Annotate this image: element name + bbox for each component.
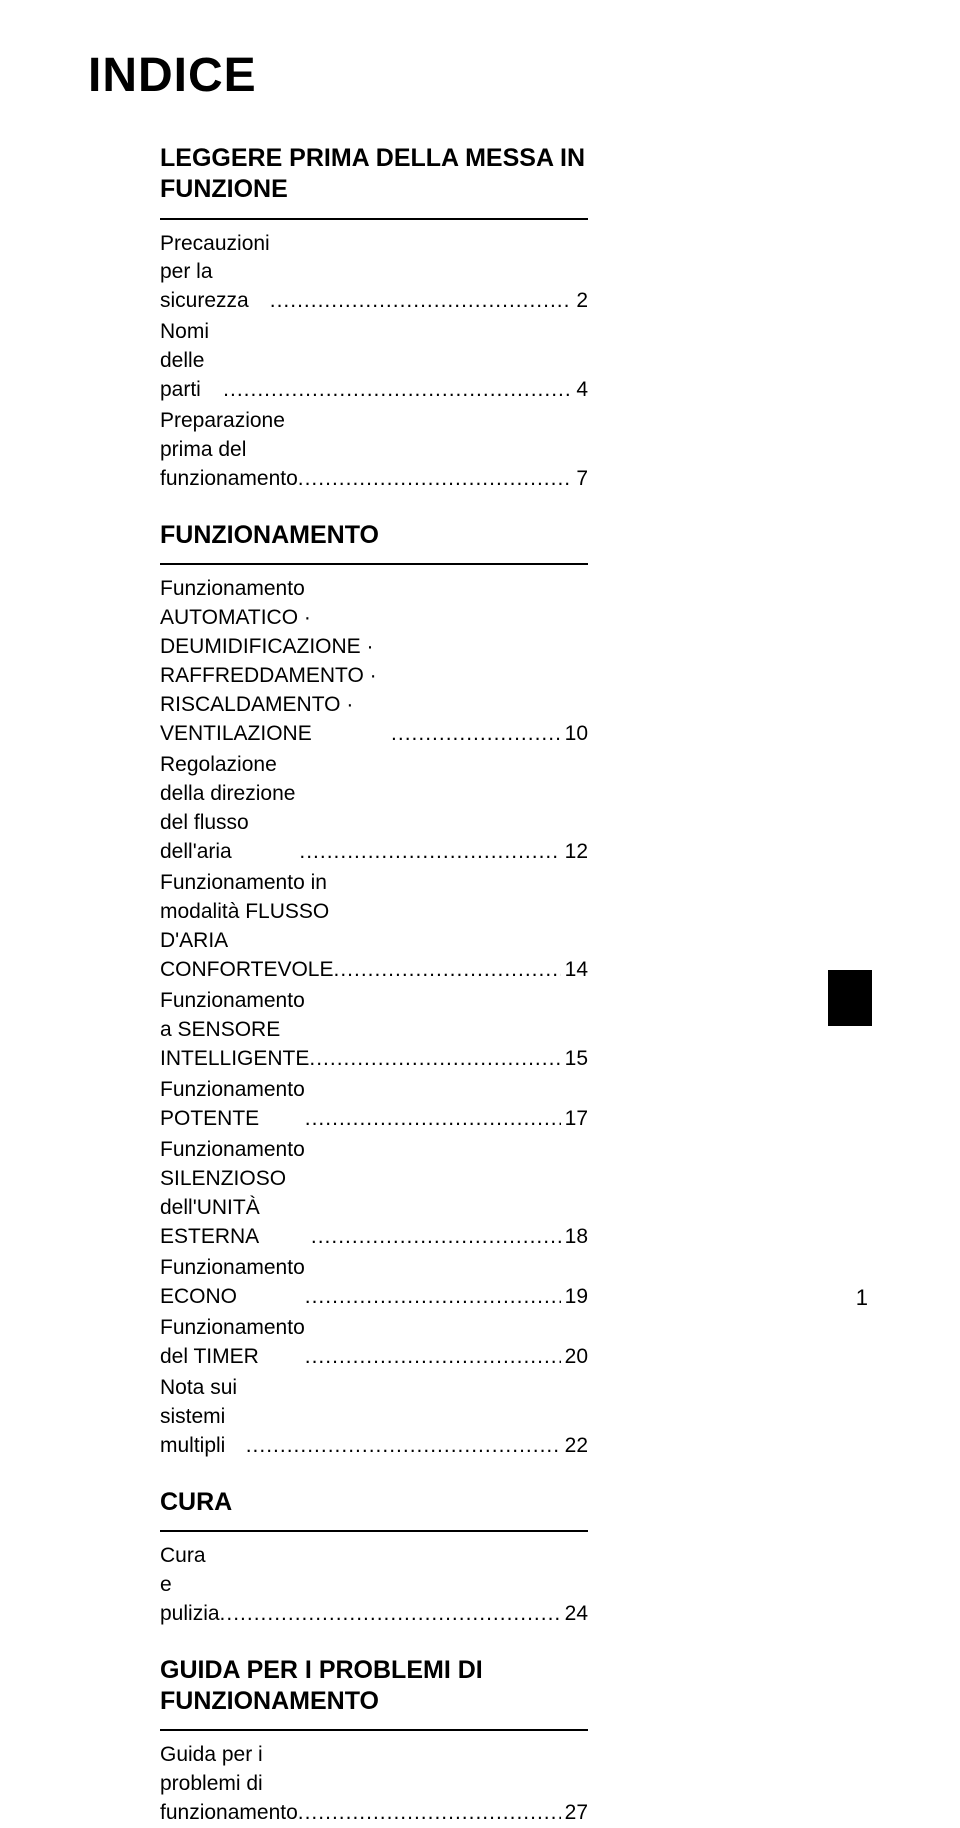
toc-leader: [299, 838, 560, 867]
toc-entry: Preparazione prima del funzionamento 7: [160, 407, 588, 494]
toc-page: 7: [572, 465, 588, 494]
toc-page: 15: [561, 1045, 588, 1074]
toc-entry: Funzionamento SILENZIOSO dell'UNITÀ ESTE…: [160, 1136, 588, 1252]
section-heading: GUIDA PER I PROBLEMI DI FUNZIONAMENTO: [160, 1655, 588, 1718]
toc-label: Funzionamento a SENSORE INTELLIGENTE: [160, 987, 309, 1074]
toc-label: Guida per i problemi di funzionamento: [160, 1741, 298, 1828]
toc-entry: Cura e pulizia 24: [160, 1542, 588, 1629]
toc-label: Funzionamento in modalità FLUSSO D'ARIA …: [160, 869, 333, 985]
page-tab-marker: [828, 970, 872, 1026]
toc-leader: [333, 956, 560, 985]
toc-page: 22: [561, 1432, 588, 1461]
section-rule: [160, 1530, 588, 1532]
toc-leader: [270, 287, 573, 316]
section-heading: LEGGERE PRIMA DELLA MESSA IN FUNZIONE: [160, 143, 588, 206]
toc-page: 10: [561, 720, 588, 749]
toc-leader: [298, 465, 573, 494]
toc-leader: [223, 376, 572, 405]
toc-column: LEGGERE PRIMA DELLA MESSA IN FUNZIONE Pr…: [160, 143, 588, 1828]
section-heading: CURA: [160, 1487, 588, 1518]
section-heading: FUNZIONAMENTO: [160, 520, 588, 551]
toc-leader: [220, 1600, 561, 1629]
toc-label: Cura e pulizia: [160, 1542, 220, 1629]
toc-label: Regolazione della direzione del flusso d…: [160, 751, 299, 867]
toc-entry: Funzionamento in modalità FLUSSO D'ARIA …: [160, 869, 588, 985]
toc-page: 17: [561, 1105, 588, 1134]
toc-page: 19: [561, 1283, 588, 1312]
toc-leader: [305, 1343, 561, 1372]
toc-page: 20: [561, 1343, 588, 1372]
toc-label: Funzionamento SILENZIOSO dell'UNITÀ ESTE…: [160, 1136, 311, 1252]
toc-entry: Regolazione della direzione del flusso d…: [160, 751, 588, 867]
section-rule: [160, 218, 588, 220]
toc-page: 27: [561, 1799, 588, 1828]
toc-entry: Precauzioni per la sicurezza 2: [160, 230, 588, 317]
toc-section: CURA Cura e pulizia 24: [160, 1487, 588, 1629]
toc-entry: Nomi delle parti 4: [160, 318, 588, 405]
toc-label: Funzionamento del TIMER: [160, 1314, 305, 1372]
toc-leader: [309, 1045, 560, 1074]
toc-label: Preparazione prima del funzionamento: [160, 407, 298, 494]
toc-page: 24: [561, 1600, 588, 1629]
toc-label: Nota sui sistemi multipli: [160, 1374, 246, 1461]
toc-label: Precauzioni per la sicurezza: [160, 230, 270, 317]
section-rule: [160, 563, 588, 565]
toc-page: 12: [561, 838, 588, 867]
toc-section: GUIDA PER I PROBLEMI DI FUNZIONAMENTO Gu…: [160, 1655, 588, 1828]
toc-label: Nomi delle parti: [160, 318, 223, 405]
toc-label: Funzionamento AUTOMATICO · DEUMIDIFICAZI…: [160, 575, 391, 749]
toc-label: Funzionamento POTENTE: [160, 1076, 305, 1134]
toc-section: FUNZIONAMENTO Funzionamento AUTOMATICO ·…: [160, 520, 588, 1460]
toc-page: 14: [561, 956, 588, 985]
toc-entry: Funzionamento del TIMER 20: [160, 1314, 588, 1372]
document-title: INDICE: [88, 48, 872, 103]
page-number: 1: [856, 1285, 868, 1311]
toc-entry: Guida per i problemi di funzionamento 27: [160, 1741, 588, 1828]
toc-page: 18: [561, 1223, 588, 1252]
toc-page: 4: [572, 376, 588, 405]
toc-entry: Funzionamento ECONO 19: [160, 1254, 588, 1312]
section-rule: [160, 1729, 588, 1731]
toc-leader: [305, 1105, 561, 1134]
toc-page: 2: [572, 287, 588, 316]
toc-section: LEGGERE PRIMA DELLA MESSA IN FUNZIONE Pr…: [160, 143, 588, 494]
toc-label: Funzionamento ECONO: [160, 1254, 305, 1312]
toc-leader: [305, 1283, 561, 1312]
toc-entry: Funzionamento POTENTE 17: [160, 1076, 588, 1134]
toc-entry: Funzionamento a SENSORE INTELLIGENTE 15: [160, 987, 588, 1074]
toc-leader: [298, 1799, 561, 1828]
toc-leader: [246, 1432, 561, 1461]
toc-entry: Nota sui sistemi multipli 22: [160, 1374, 588, 1461]
toc-leader: [311, 1223, 561, 1252]
toc-entry: Funzionamento AUTOMATICO · DEUMIDIFICAZI…: [160, 575, 588, 749]
toc-leader: [391, 720, 561, 749]
